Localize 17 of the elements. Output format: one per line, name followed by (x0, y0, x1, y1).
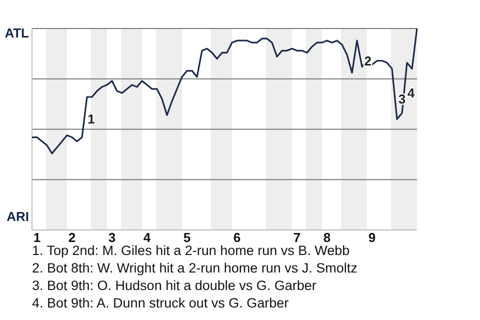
text: 3. Bot 9th: O. Hudson hit a double vs G. Garber (32, 278, 317, 293)
x-tick-label: 6 (233, 230, 241, 245)
x-tick-label: 5 (183, 230, 191, 245)
x-tick-label: 8 (323, 230, 331, 245)
x-tick-label: 9 (368, 230, 376, 245)
text: 1. Top 2nd: M. Giles hit a 2-run home run vs B. Webb (32, 243, 350, 258)
text: ATL (4, 26, 30, 41)
text: 2. Bot 8th: W. Wright hit a 2-run home run vs J. Smoltz (32, 260, 358, 276)
x-tick-label: 2 (68, 230, 76, 245)
annotation: 4 (407, 86, 416, 101)
x-tick-label: 3 (108, 230, 116, 245)
x-tick-label: 1 (33, 230, 41, 245)
annotation: 1 (88, 112, 95, 127)
text: ARI (6, 208, 29, 224)
text: 4. Bot 9th: A. Dunn struck out vs G. Garber (32, 296, 290, 310)
x-tick-label: 4 (143, 230, 152, 245)
x-tick-label: 7 (293, 230, 301, 245)
